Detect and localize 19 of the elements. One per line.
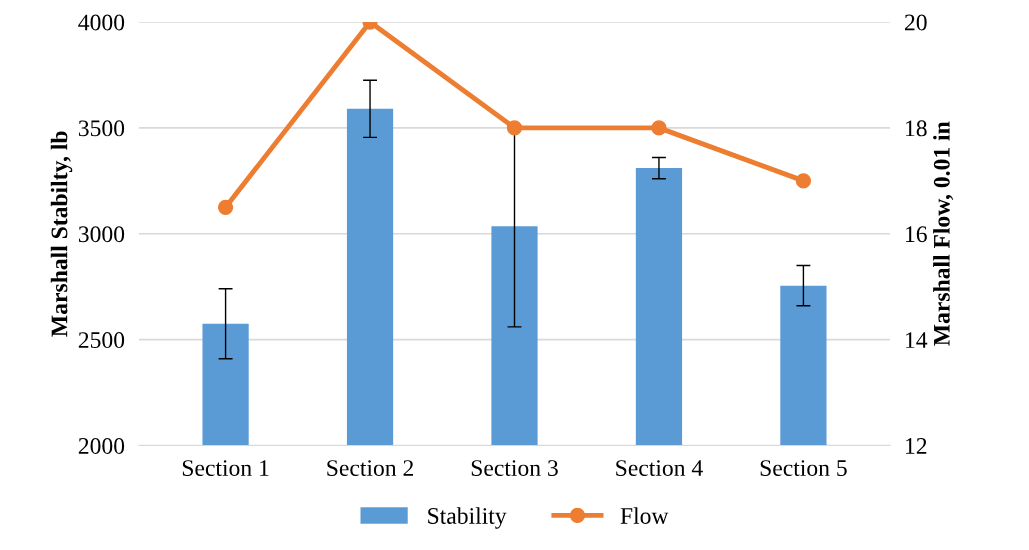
x-tick-label: Section 3 bbox=[471, 460, 558, 477]
y-tick-label: 2500 bbox=[78, 332, 125, 349]
legend-label: Stability bbox=[428, 507, 507, 529]
x-tick-label: Section 2 bbox=[327, 460, 414, 477]
y2-tick-label: 20 bbox=[905, 14, 927, 31]
y-tick-label: 2000 bbox=[78, 437, 125, 454]
legend-label: Flow bbox=[620, 507, 669, 524]
y2-tick-label: 16 bbox=[906, 226, 927, 243]
x-tick-label: Section 5 bbox=[760, 460, 847, 477]
y-axis-title: Marshall Stabilty, lb bbox=[50, 131, 73, 337]
y2-tick-label: 14 bbox=[906, 332, 928, 348]
y2-tick-label: 12 bbox=[906, 438, 927, 454]
y-tick-label: 3000 bbox=[78, 226, 125, 243]
y-tick-label: 4000 bbox=[78, 14, 125, 31]
y-tick-label: 3500 bbox=[78, 120, 125, 137]
y2-tick-label: 18 bbox=[906, 120, 927, 137]
x-tick-label: Section 4 bbox=[616, 460, 703, 477]
y2-axis-title: Marshall Flow, 0.01 in bbox=[933, 121, 954, 346]
x-tick-label: Section 1 bbox=[182, 460, 269, 477]
